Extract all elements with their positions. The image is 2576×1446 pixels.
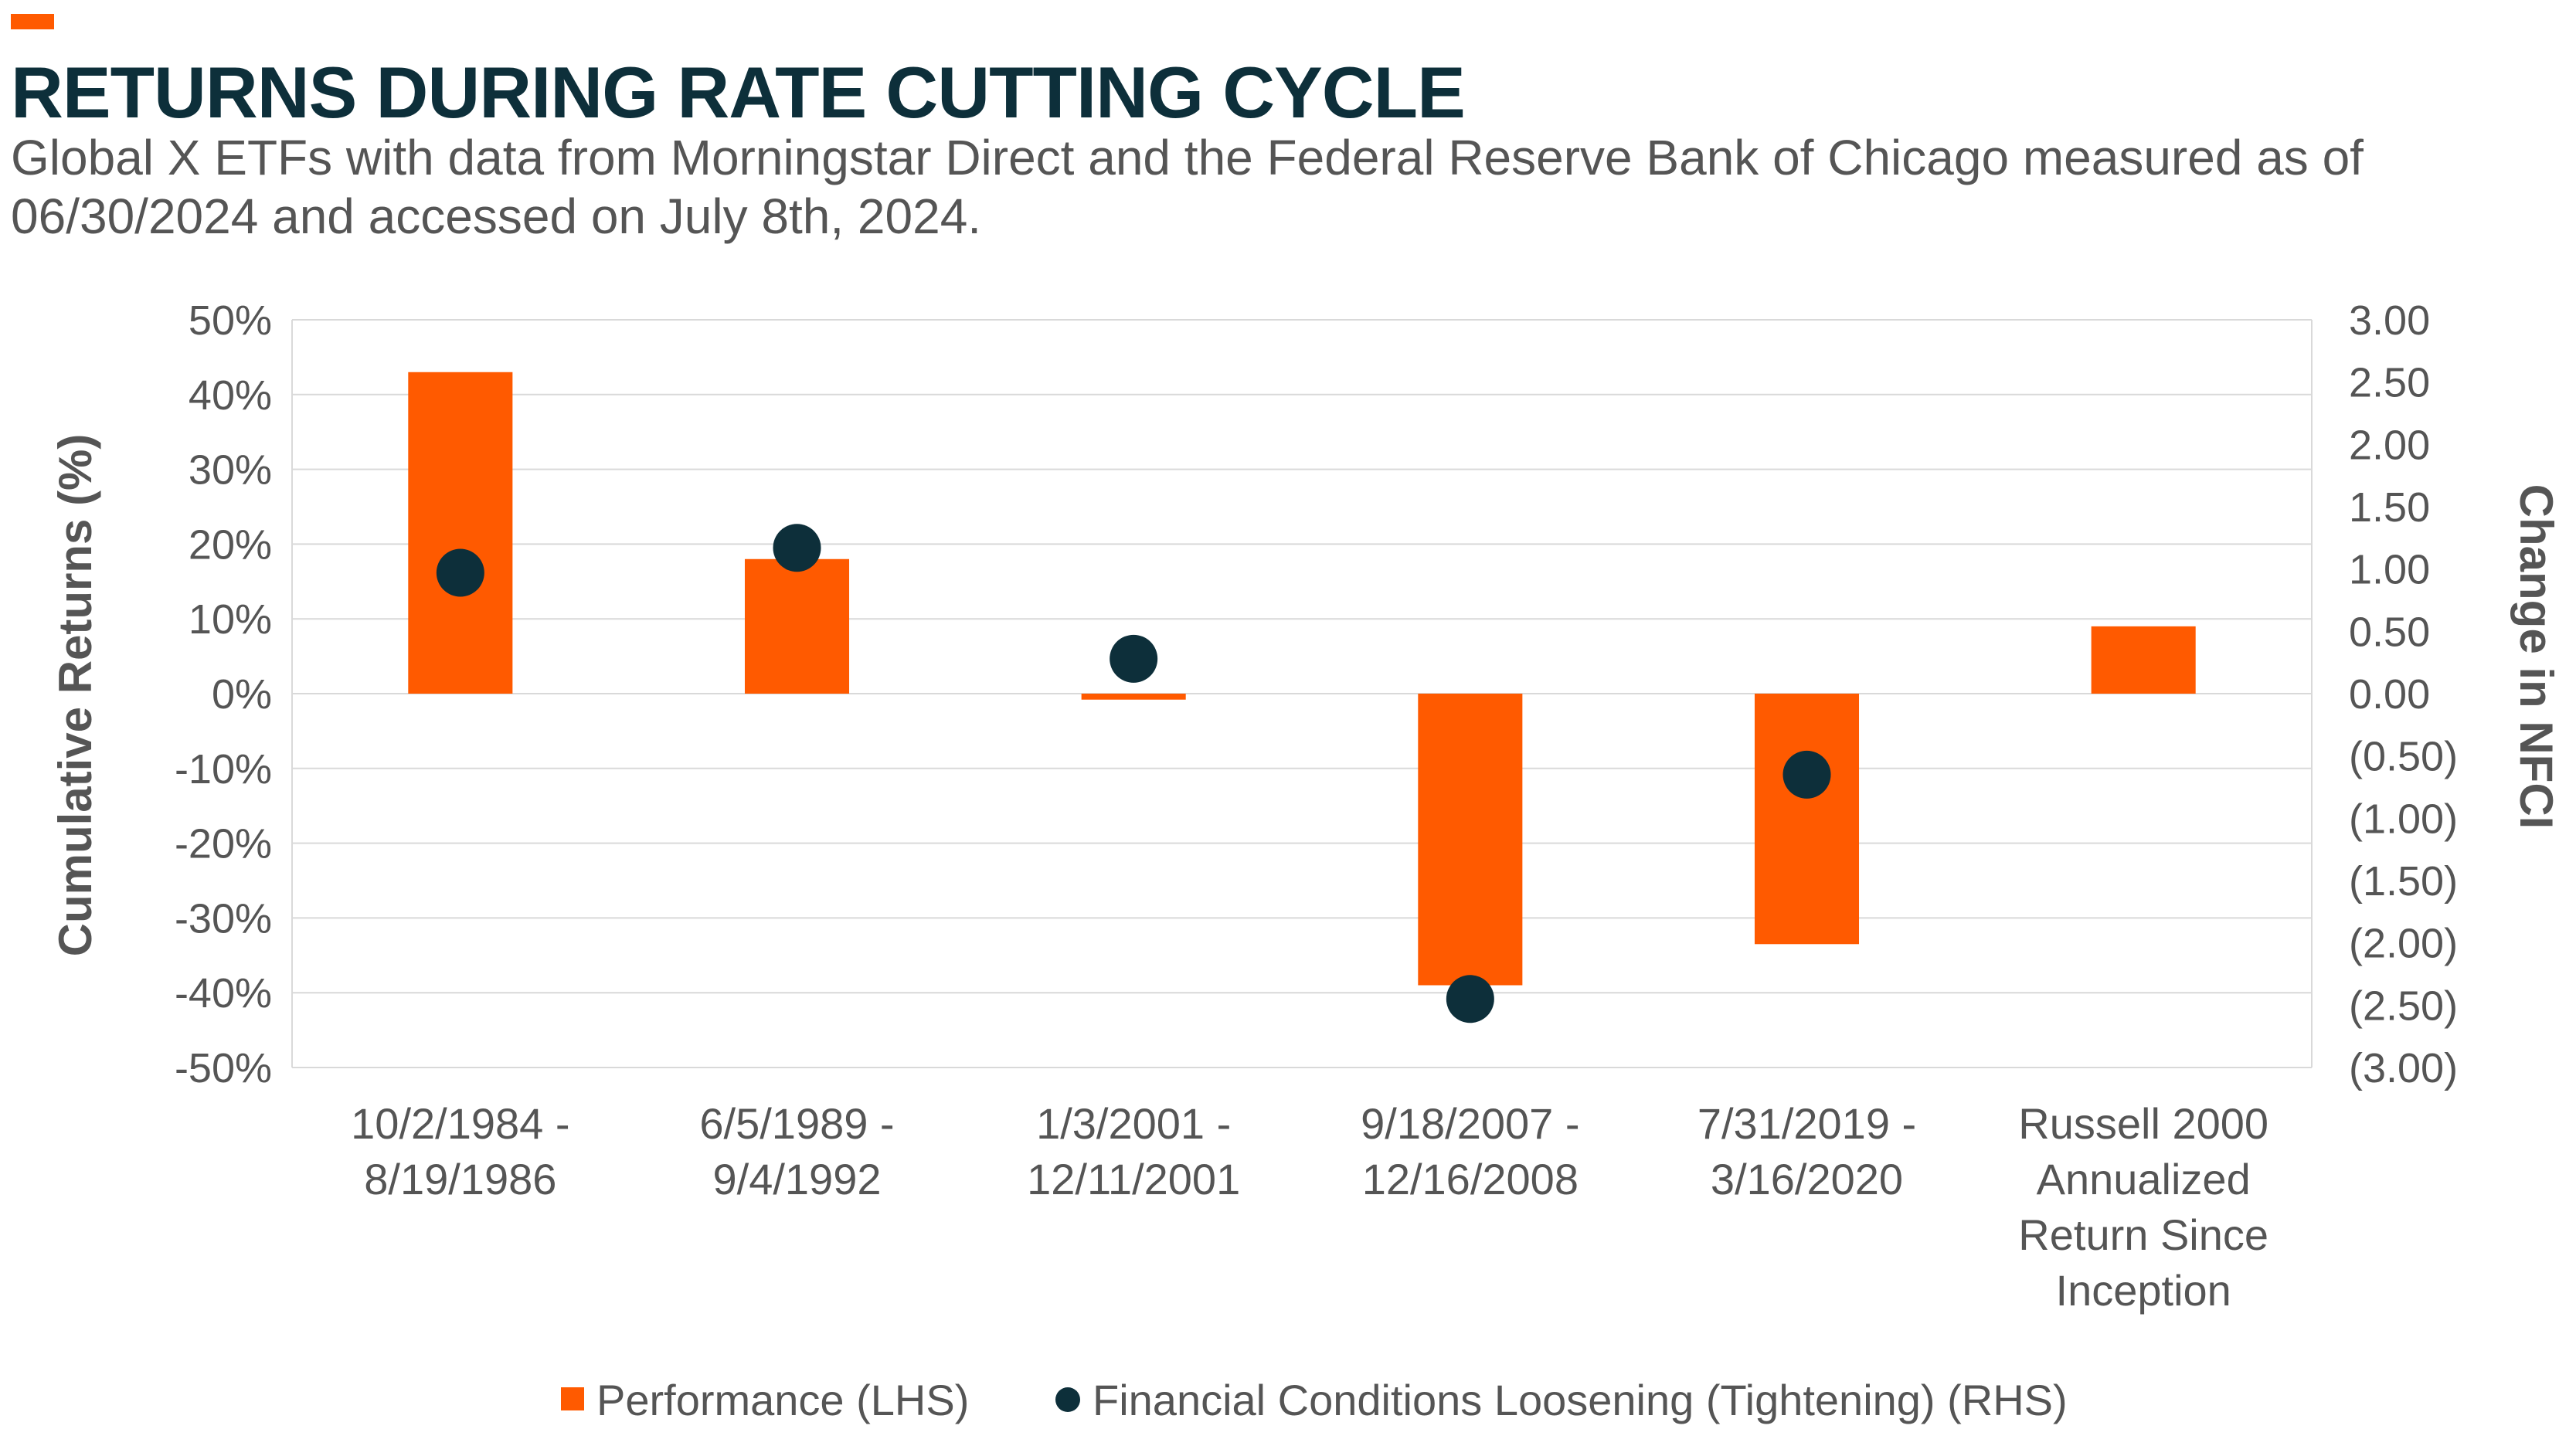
right-tick-label: 0.50: [2349, 609, 2430, 655]
left-tick-label: -40%: [175, 970, 272, 1017]
left-tick-label: -10%: [175, 746, 272, 793]
gridlines: [291, 319, 2313, 1068]
right-tick-label: 2.50: [2349, 360, 2430, 406]
performance-bar: [1754, 694, 1860, 945]
right-tick-label: (2.00): [2349, 921, 2458, 967]
right-tick-label: 1.00: [2349, 547, 2430, 593]
nfci-points: [436, 524, 1831, 1023]
left-tick-label: 30%: [189, 447, 272, 494]
category-label: 10/2/1984 -8/19/1986: [351, 1099, 569, 1203]
category-label: 6/5/1989 -9/4/1992: [699, 1099, 894, 1203]
bars: [408, 372, 2196, 986]
left-axis-ticks: 50% 40% 30% 20% 10% 0% -10% -20% -30% -40% -50%: [175, 297, 272, 1091]
right-tick-label: 1.50: [2349, 484, 2430, 531]
right-tick-label: 0.00: [2349, 671, 2430, 718]
category-label: 9/18/2007 -12/16/2008: [1361, 1099, 1579, 1203]
nfci-point: [436, 548, 484, 597]
category-label: Russell 2000 Annualized Return Since Incept…: [2018, 1099, 2268, 1315]
performance-bar: [2091, 626, 2196, 694]
nfci-point: [773, 524, 821, 572]
right-tick-label: (1.00): [2349, 796, 2458, 842]
left-tick-label: 0%: [212, 671, 272, 718]
right-tick-label: (2.50): [2349, 983, 2458, 1029]
right-tick-label: 3.00: [2349, 297, 2430, 344]
legend-bar-label: Performance (LHS): [596, 1376, 969, 1424]
left-tick-label: 40%: [189, 372, 272, 419]
chart-subtitle: Global X ETFs with data from Morningstar…: [11, 130, 2364, 244]
category-label: 1/3/2001 -12/11/2001: [1027, 1099, 1240, 1203]
nfci-point: [1110, 634, 1158, 683]
left-tick-label: 50%: [189, 297, 272, 344]
performance-bar: [1418, 694, 1523, 986]
performance-bar: [1081, 694, 1186, 700]
category-labels: 10/2/1984 -8/19/1986 6/5/1989 -9/4/1992 1/…: [351, 1099, 2268, 1315]
left-tick-label: 10%: [189, 596, 272, 643]
performance-bar: [744, 558, 850, 694]
left-axis-title: Cumulative Returns (%): [49, 434, 101, 957]
legend: Performance (LHS) Financial Conditions L…: [561, 1376, 2068, 1424]
right-tick-label: (1.50): [2349, 858, 2458, 905]
left-tick-label: 20%: [189, 521, 272, 568]
performance-bar: [408, 372, 513, 694]
right-tick-label: (0.50): [2349, 734, 2458, 780]
legend-dot-label: Financial Conditions Loosening (Tighteni…: [1093, 1376, 2068, 1424]
accent-bar: [11, 14, 54, 29]
category-label: 7/31/2019 -3/16/2020: [1698, 1099, 1916, 1203]
right-tick-label: (3.00): [2349, 1045, 2458, 1091]
right-tick-label: 2.00: [2349, 422, 2430, 468]
chart-title: RETURNS DURING RATE CUTTING CYCLE: [11, 52, 1466, 133]
legend-dot-swatch: [1055, 1387, 1080, 1412]
nfci-point: [1446, 975, 1494, 1023]
right-axis-ticks: 3.00 2.50 2.00 1.50 1.00 0.50 0.00 (0.50) (1.00)…: [2349, 297, 2458, 1091]
right-axis-title: Change in NFCI: [2510, 484, 2562, 830]
left-tick-label: -30%: [175, 895, 272, 942]
legend-bar-swatch: [561, 1387, 584, 1410]
left-tick-label: -20%: [175, 821, 272, 867]
nfci-point: [1782, 750, 1831, 799]
left-tick-label: -50%: [175, 1045, 272, 1091]
